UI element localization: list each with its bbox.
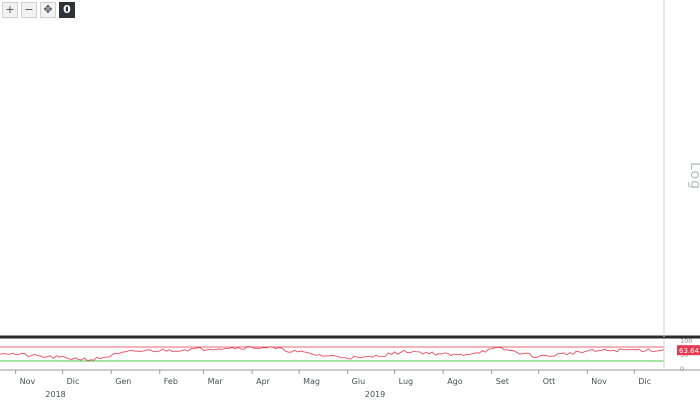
rsi-tick-label: 100 (680, 337, 692, 345)
move-button[interactable]: ✥ (40, 2, 56, 18)
x-tick-label: Dic (67, 377, 80, 386)
zoom-out-button[interactable]: − (21, 2, 37, 18)
x-tick-label: Mar (208, 377, 224, 386)
x-tick-label: Ott (543, 377, 556, 386)
x-tick-label: Nov (20, 377, 36, 386)
time-axis: Nov Dic Gen Feb Mar Apr Mag Giu Lug Ago Set Ott Nov D… (15, 370, 651, 399)
x-tick-label: Nov (591, 377, 607, 386)
x-tick-label: Lug (399, 377, 413, 386)
x-tick-label: Apr (256, 377, 271, 386)
zoom-in-button[interactable]: + (2, 2, 18, 18)
x-tick-label: Dic (638, 377, 651, 386)
rsi-last-badge: 63.6477 (679, 347, 700, 355)
price-axis: 455055606570 (663, 0, 665, 337)
x-tick-label: Set (496, 377, 509, 386)
grid-lines (0, 335, 700, 371)
rsi-panel: 05010063.6477 (0, 337, 700, 373)
rsi-tick-label: 0 (680, 365, 684, 373)
chart-toolbar: + − ✥ 0 (2, 2, 75, 18)
x-tick-label: Ago (447, 377, 463, 386)
x-tick-label: Mag (303, 377, 320, 386)
rsi-line (0, 346, 665, 362)
zero-button[interactable]: 0 (59, 2, 75, 18)
rsi-badge-bg (677, 345, 700, 356)
year-label-2018: 2018 (45, 390, 65, 399)
x-tick-label: Giu (352, 377, 366, 386)
x-tick-label: Gen (115, 377, 131, 386)
year-label-2019: 2019 (365, 390, 385, 399)
x-tick-label: Feb (164, 377, 178, 386)
